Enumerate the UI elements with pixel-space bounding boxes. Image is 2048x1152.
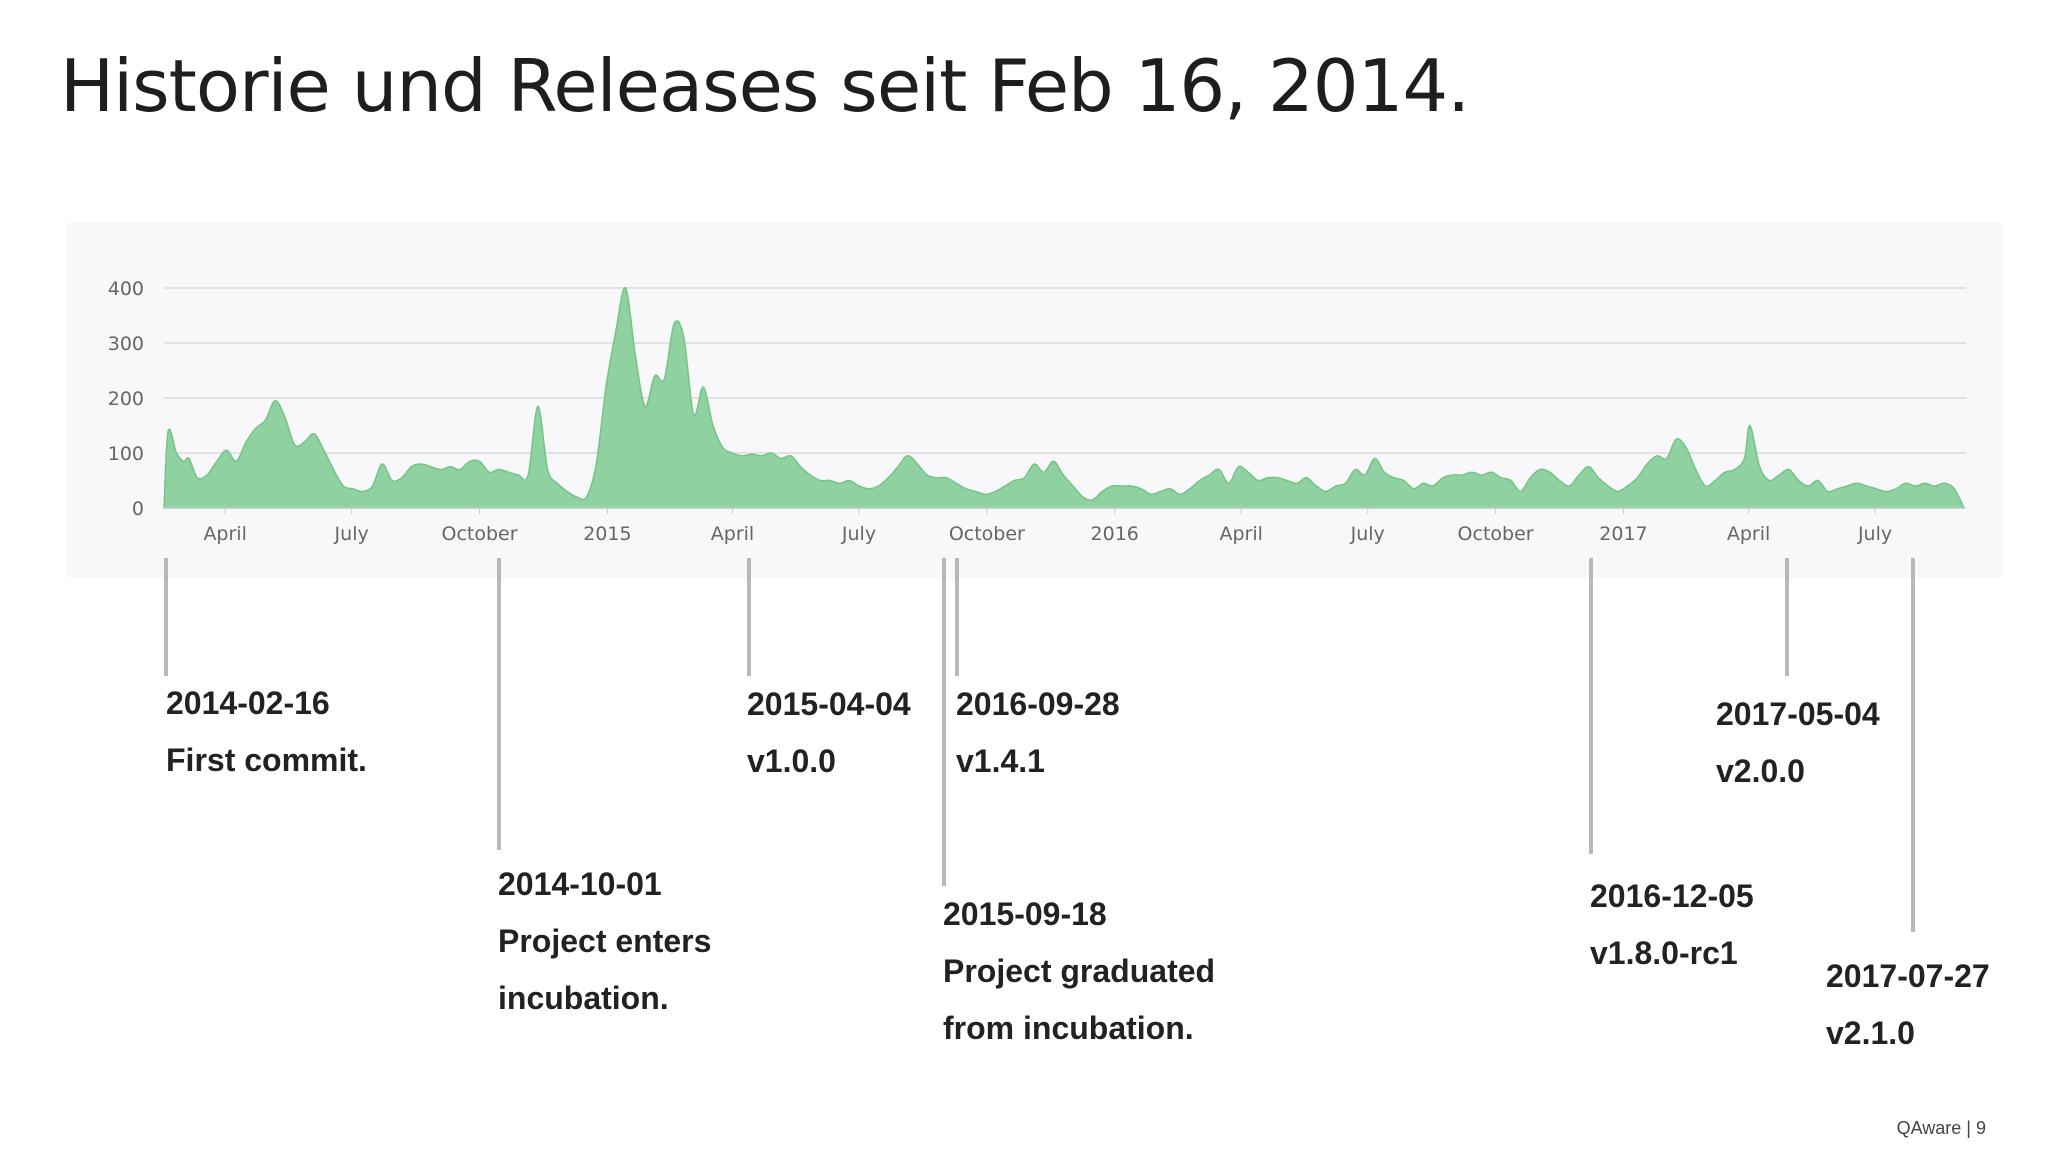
x-tick-label: April xyxy=(711,523,754,545)
x-tick-label: 2017 xyxy=(1599,523,1647,545)
milestone-leader-graduated xyxy=(942,558,946,886)
footer-brand: QAware | 9 xyxy=(1896,1118,1986,1138)
x-tick-label: April xyxy=(1727,523,1770,545)
milestone-date: 2014-10-01 xyxy=(498,866,662,902)
commit-activity-chart: 0 100 200 300 400 April July October 2015 April Ju… xyxy=(66,222,2004,578)
x-tick-label: October xyxy=(441,523,517,545)
milestone-first-commit: 2014-02-16 First commit. xyxy=(166,675,367,789)
page-title: Historie und Releases seit Feb 16, 2014. xyxy=(60,44,1470,128)
milestone-label-line2: incubation. xyxy=(498,980,669,1016)
milestone-label: v1.0.0 xyxy=(747,743,836,779)
milestone-v2-1-0: 2017-07-27 v2.1.0 xyxy=(1826,948,1990,1062)
milestone-label-line1: Project enters xyxy=(498,923,712,959)
milestone-date: 2016-09-28 xyxy=(956,686,1120,722)
milestone-leader-v1-0-0 xyxy=(747,558,751,676)
x-tick-label: 2015 xyxy=(583,523,631,545)
x-tick-label: July xyxy=(1350,523,1385,545)
y-tick-label: 400 xyxy=(108,278,144,300)
milestone-date: 2017-07-27 xyxy=(1826,958,1990,994)
milestone-label: v2.0.0 xyxy=(1716,753,1805,789)
milestone-leader-v1-4-1 xyxy=(955,558,959,676)
y-tick-label: 300 xyxy=(108,333,144,355)
milestone-leader-v2-0-0 xyxy=(1785,558,1789,676)
milestone-label: v1.8.0-rc1 xyxy=(1590,935,1738,971)
commit-area-series xyxy=(163,287,1966,509)
x-tick-label: April xyxy=(203,523,246,545)
milestone-label: First commit. xyxy=(166,742,367,778)
x-tick-label: 2016 xyxy=(1091,523,1139,545)
milestone-label-line1: Project graduated xyxy=(943,953,1216,989)
chart-svg: 0 100 200 300 400 April July October 2015 April Ju… xyxy=(108,278,1966,545)
milestone-label-line2: from incubation. xyxy=(943,1010,1194,1046)
milestone-leader-v2-1-0 xyxy=(1911,558,1915,932)
milestone-v1-4-1: 2016-09-28 v1.4.1 xyxy=(956,676,1120,790)
y-tick-label: 200 xyxy=(108,388,144,410)
y-tick-label: 100 xyxy=(108,443,144,465)
milestone-date: 2016-12-05 xyxy=(1590,878,1754,914)
x-tick-label: October xyxy=(949,523,1025,545)
x-tick-label: October xyxy=(1458,523,1534,545)
milestone-leader-v1-8-0-rc1 xyxy=(1589,558,1593,854)
x-tick-label: July xyxy=(841,523,876,545)
milestone-v1-0-0: 2015-04-04 v1.0.0 xyxy=(747,676,911,790)
y-tick-label: 0 xyxy=(132,498,144,520)
milestone-date: 2015-09-18 xyxy=(943,896,1107,932)
milestone-date: 2014-02-16 xyxy=(166,685,330,721)
milestone-date: 2017-05-04 xyxy=(1716,696,1880,732)
milestone-leader-first-commit xyxy=(164,558,168,676)
x-tick-label: July xyxy=(1857,523,1892,545)
milestone-date: 2015-04-04 xyxy=(747,686,911,722)
milestone-label: v2.1.0 xyxy=(1826,1015,1915,1051)
milestone-incubation: 2014-10-01 Project enters incubation. xyxy=(498,856,711,1027)
milestone-v2-0-0: 2017-05-04 v2.0.0 xyxy=(1716,686,1880,800)
milestone-label: v1.4.1 xyxy=(956,743,1045,779)
milestone-graduated: 2015-09-18 Project graduated from incuba… xyxy=(943,886,1215,1057)
x-tick-label: July xyxy=(334,523,369,545)
milestone-v1-8-0-rc1: 2016-12-05 v1.8.0-rc1 xyxy=(1590,868,1754,982)
milestone-leader-incubation xyxy=(497,558,501,850)
x-tick-label: April xyxy=(1220,523,1263,545)
